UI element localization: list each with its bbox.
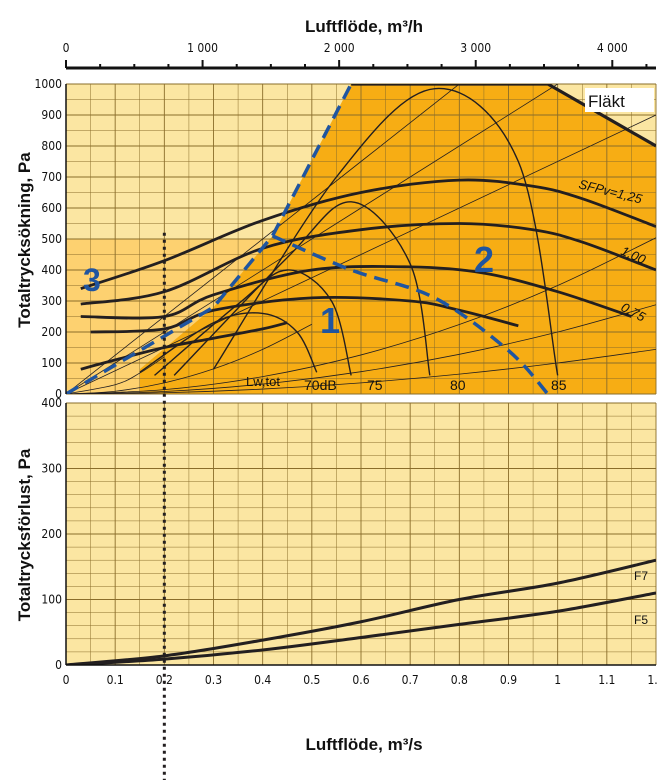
lower-x-tick-label: 0.3 bbox=[205, 673, 222, 687]
lower-x-tick-label: 0.6 bbox=[352, 673, 369, 687]
lower-x-tick-label: 0.2 bbox=[156, 673, 173, 687]
top-axis: 0 1 000 2 000 3 000 4 000 bbox=[63, 41, 656, 70]
lower-x-tick-label: 1.2 bbox=[647, 673, 657, 687]
zone-label-1: 1 bbox=[320, 300, 340, 341]
sound-label-70: 70dB bbox=[304, 377, 337, 393]
top-axis-tick-label: 4 000 bbox=[597, 41, 628, 55]
upper-y-tick-label: 300 bbox=[41, 294, 62, 308]
lower-x-tick-label: 0.1 bbox=[107, 673, 124, 687]
y-axis-title-lower: Totaltrycksförlust, Pa bbox=[15, 448, 34, 621]
upper-y-tick-label: 500 bbox=[41, 232, 62, 246]
top-axis-tick-label: 2 000 bbox=[324, 41, 355, 55]
upper-y-tick-label: 900 bbox=[41, 108, 62, 122]
series-label-f5: F5 bbox=[634, 613, 648, 627]
lower-panel: 0 100 200 300 400 0 0.1 0.2 0.3 0.4 0.5 0.6 0.7 0.8 0.… bbox=[41, 396, 657, 687]
lower-y-tick-label: 100 bbox=[41, 593, 62, 607]
fan-curve bbox=[90, 296, 519, 334]
fan-curve bbox=[80, 265, 632, 320]
fan-curve bbox=[80, 178, 656, 290]
bottom-axis-title: Luftflöde, m³/s bbox=[305, 735, 422, 754]
lower-x-tick-label: 0.9 bbox=[500, 673, 517, 687]
sound-curve bbox=[154, 269, 352, 376]
top-axis-tick-label: 3 000 bbox=[460, 41, 491, 55]
filter-curve-f7 bbox=[66, 558, 656, 665]
lower-x-tick-label: 0.8 bbox=[451, 673, 468, 687]
upper-y-tick-label: 100 bbox=[41, 356, 62, 370]
lower-y-tick-label: 400 bbox=[41, 396, 62, 410]
zone-label-3: 3 bbox=[83, 262, 101, 298]
sfp-line bbox=[66, 84, 460, 394]
system-curve bbox=[66, 323, 313, 394]
series-label-f7: F7 bbox=[634, 569, 648, 583]
sound-curve bbox=[212, 87, 559, 376]
lower-x-tick-label: 0 bbox=[63, 673, 70, 687]
sfp-line bbox=[66, 114, 656, 394]
system-curve bbox=[66, 356, 165, 394]
lower-x-tick-label: 0.5 bbox=[303, 673, 320, 687]
zone-label-2: 2 bbox=[474, 239, 494, 280]
upper-y-tick-label: 800 bbox=[41, 139, 62, 153]
lower-x-tick-label: 0.4 bbox=[254, 673, 271, 687]
lower-y-tick-label: 300 bbox=[41, 462, 62, 476]
sound-label-75: 75 bbox=[367, 377, 383, 393]
sound-label-80: 80 bbox=[450, 377, 466, 393]
upper-y-tick-label: 1000 bbox=[35, 77, 63, 91]
system-curve bbox=[66, 304, 656, 394]
top-axis-tick-label: 0 bbox=[63, 41, 70, 55]
system-curve bbox=[66, 348, 656, 394]
sound-label-85: 85 bbox=[551, 377, 567, 393]
y-axis-title-upper: Totaltrycksökning, Pa bbox=[15, 152, 34, 328]
fan-curve bbox=[80, 222, 656, 306]
top-axis-tick-label: 1 000 bbox=[187, 41, 218, 55]
upper-y-tick-label: 200 bbox=[41, 325, 62, 339]
upper-y-tick-label: 600 bbox=[41, 201, 62, 215]
upper-y-tick-label: 0 bbox=[55, 387, 62, 401]
sound-curve bbox=[173, 201, 431, 376]
lower-y-tick-label: 200 bbox=[41, 527, 62, 541]
sound-label-lw: Lw,tot bbox=[246, 374, 280, 389]
lower-x-tick-label: 0.7 bbox=[402, 673, 419, 687]
top-axis-title: Luftflöde, m³/h bbox=[305, 17, 423, 36]
fan-curve bbox=[80, 321, 288, 371]
panel-label-box bbox=[585, 88, 654, 112]
upper-panel: 0 100 200 300 400 500 600 700 800 900 1000 Fläkt 1… bbox=[35, 77, 657, 401]
upper-y-tick-label: 700 bbox=[41, 170, 62, 184]
sound-curve bbox=[139, 312, 318, 373]
panel-label: Fläkt bbox=[588, 92, 625, 111]
filter-curve-f5 bbox=[66, 591, 656, 665]
lower-x-tick-label: 1.1 bbox=[598, 673, 615, 687]
upper-y-tick-label: 400 bbox=[41, 263, 62, 277]
lower-y-tick-label: 0 bbox=[55, 658, 62, 672]
lower-x-tick-label: 1 bbox=[554, 673, 561, 687]
upper-boundary-curve bbox=[351, 84, 656, 148]
boundary-line-right bbox=[271, 234, 550, 394]
